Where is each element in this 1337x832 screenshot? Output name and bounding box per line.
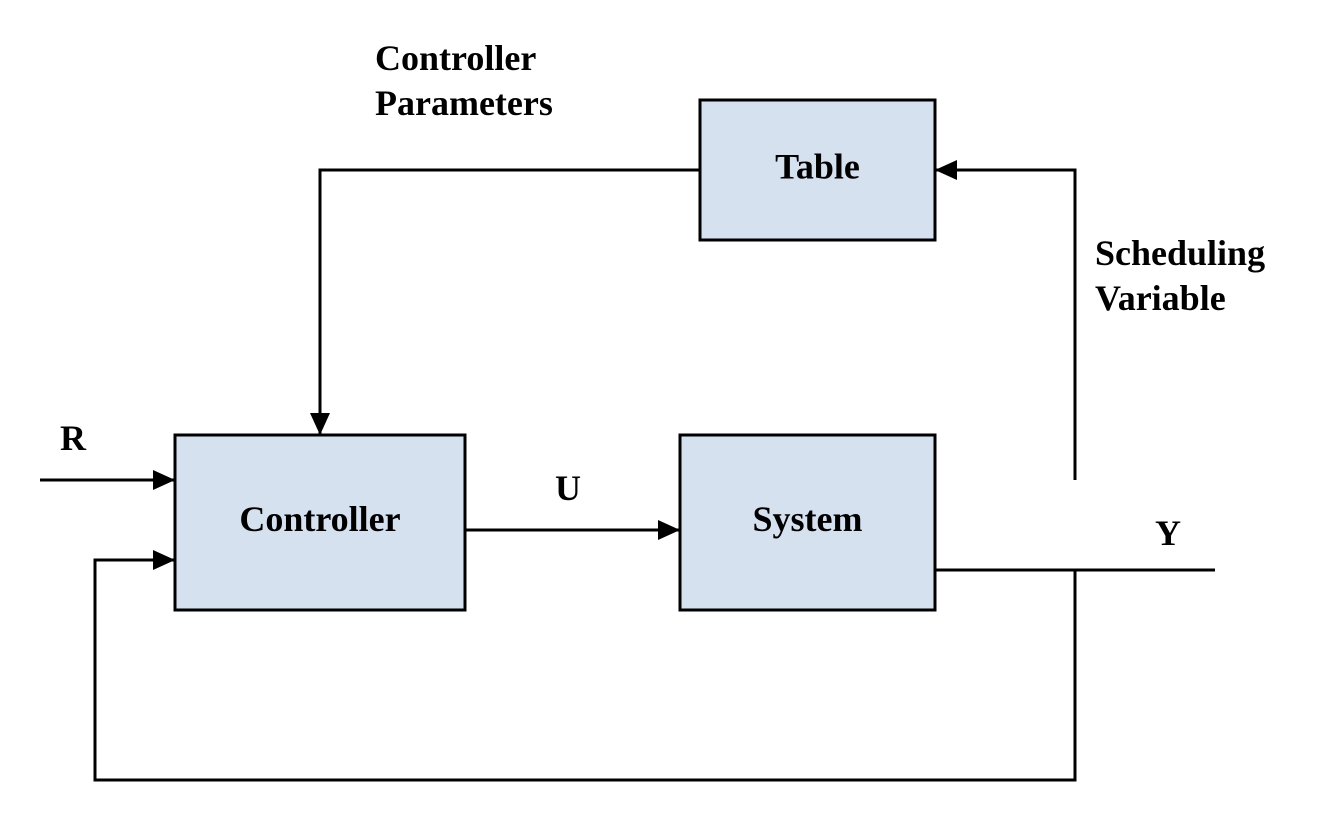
table-label: Table — [775, 146, 860, 186]
label-scheduling-variable: SchedulingVariable — [1095, 233, 1265, 318]
label-r: R — [60, 418, 87, 458]
arrowhead — [935, 160, 957, 180]
label-controller-parameters: ControllerParameters — [375, 38, 553, 123]
system-label: System — [753, 499, 863, 539]
arrowhead — [153, 550, 175, 570]
label-y: Y — [1155, 513, 1181, 553]
wire-scheduling — [935, 170, 1075, 480]
label-u: U — [555, 468, 581, 508]
arrowhead — [153, 470, 175, 490]
arrowhead — [310, 413, 330, 435]
arrowhead — [658, 520, 680, 540]
wire-params — [320, 170, 700, 435]
controller-label: Controller — [239, 499, 400, 539]
